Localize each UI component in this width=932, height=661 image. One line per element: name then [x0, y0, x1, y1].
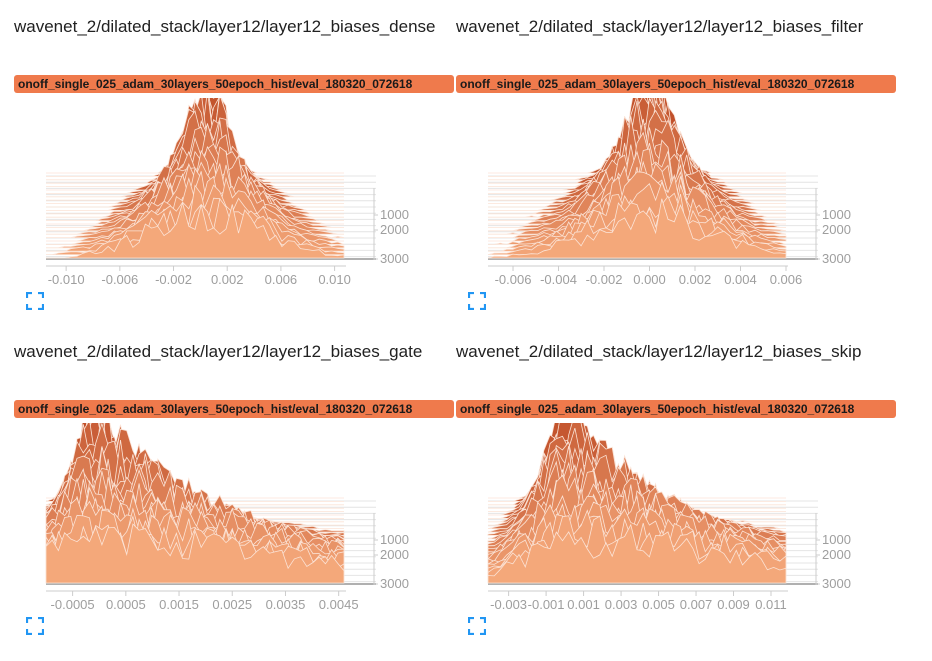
- expand-icon[interactable]: [467, 616, 487, 636]
- x-tick-label: -0.002: [155, 272, 192, 287]
- card-title: wavenet_2/dilated_stack/layer12/layer12_…: [14, 342, 423, 361]
- card-title: wavenet_2/dilated_stack/layer12/layer12_…: [14, 17, 436, 36]
- histogram-card: wavenet_2/dilated_stack/layer12/layer12_…: [14, 341, 454, 661]
- y-tick-label: 2000: [822, 547, 851, 562]
- x-tick-label: -0.003: [490, 597, 527, 612]
- x-axis: -0.0005 0.0005 0.0015 0.0025 0.0035 0.0045: [46, 590, 359, 612]
- run-badge: onoff_single_025_adam_30layers_50epoch_h…: [14, 75, 454, 93]
- x-tick-label: 0.001: [567, 597, 600, 612]
- run-badge: onoff_single_025_adam_30layers_50epoch_h…: [456, 75, 896, 93]
- ridge: [487, 523, 787, 584]
- expand-icon[interactable]: [467, 291, 487, 311]
- x-tick-label: -0.006: [495, 272, 532, 287]
- histogram-card: wavenet_2/dilated_stack/layer12/layer12_…: [14, 16, 454, 336]
- x-tick-label: 0.006: [265, 272, 298, 287]
- x-tick-label: -0.0005: [51, 597, 95, 612]
- card-title: wavenet_2/dilated_stack/layer12/layer12_…: [456, 17, 864, 36]
- y-tick-label: 1000: [822, 207, 851, 222]
- card-title: wavenet_2/dilated_stack/layer12/layer12_…: [456, 342, 862, 361]
- run-badge: onoff_single_025_adam_30layers_50epoch_h…: [14, 400, 454, 418]
- x-axis: -0.003 -0.001 0.001 0.003 0.005 0.007 0.009 0.0…: [488, 590, 788, 612]
- x-tick-label: 0.0005: [106, 597, 146, 612]
- histogram-chart: -0.006 -0.004 -0.002 0.000 0.002 0.004 0.006 10…: [487, 98, 851, 287]
- ridge: [45, 523, 345, 584]
- x-tick-label: 0.003: [605, 597, 638, 612]
- x-tick-label: 0.006: [770, 272, 803, 287]
- x-axis: -0.010 -0.006 -0.002 0.002 0.006 0.010: [46, 265, 351, 287]
- y-tick-label: 3000: [380, 576, 409, 591]
- x-tick-label: -0.006: [101, 272, 138, 287]
- run-badge: onoff_single_025_adam_30layers_50epoch_h…: [456, 400, 896, 418]
- x-tick-label: 0.0045: [319, 597, 359, 612]
- x-tick-label: 0.0015: [159, 597, 199, 612]
- ridge: [46, 201, 345, 259]
- y-tick-label: 1000: [380, 532, 409, 547]
- y-tick-label: 3000: [822, 251, 851, 266]
- x-tick-label: -0.004: [540, 272, 577, 287]
- y-tick-label: 3000: [822, 576, 851, 591]
- x-axis: -0.006 -0.004 -0.002 0.000 0.002 0.004 0.006: [488, 265, 803, 287]
- x-tick-label: 0.002: [679, 272, 712, 287]
- histogram-card: wavenet_2/dilated_stack/layer12/layer12_…: [456, 341, 896, 661]
- expand-icon[interactable]: [25, 616, 45, 636]
- x-tick-label: 0.0025: [212, 597, 252, 612]
- expand-icon[interactable]: [25, 291, 45, 311]
- histogram-chart: -0.010 -0.006 -0.002 0.002 0.006 0.010 1000200…: [46, 98, 409, 287]
- y-tick-label: 2000: [380, 222, 409, 237]
- x-tick-label: 0.002: [211, 272, 244, 287]
- x-tick-label: 0.009: [717, 597, 750, 612]
- histogram-chart: -0.0005 0.0005 0.0015 0.0025 0.0035 0.0045 100…: [45, 423, 409, 612]
- y-tick-label: 2000: [380, 547, 409, 562]
- ridge-series: [487, 98, 787, 259]
- x-tick-label: -0.010: [48, 272, 85, 287]
- ridge-series: [487, 423, 787, 584]
- x-tick-label: 0.005: [642, 597, 675, 612]
- histogram-card: wavenet_2/dilated_stack/layer12/layer12_…: [456, 16, 896, 336]
- histogram-chart: -0.003 -0.001 0.001 0.003 0.005 0.007 0.009 0.0…: [487, 423, 851, 612]
- x-tick-label: 0.007: [680, 597, 713, 612]
- ridge-series: [46, 98, 345, 259]
- y-tick-label: 2000: [822, 222, 851, 237]
- ridge: [487, 198, 787, 259]
- x-tick-label: 0.0035: [266, 597, 306, 612]
- x-tick-label: 0.010: [318, 272, 351, 287]
- x-tick-label: 0.004: [724, 272, 757, 287]
- y-tick-label: 3000: [380, 251, 409, 266]
- y-tick-label: 1000: [380, 207, 409, 222]
- x-tick-label: -0.002: [586, 272, 623, 287]
- ridge-series: [45, 423, 345, 584]
- x-tick-label: -0.001: [528, 597, 565, 612]
- y-tick-label: 1000: [822, 532, 851, 547]
- x-tick-label: 0.011: [755, 597, 787, 612]
- x-tick-label: 0.000: [633, 272, 666, 287]
